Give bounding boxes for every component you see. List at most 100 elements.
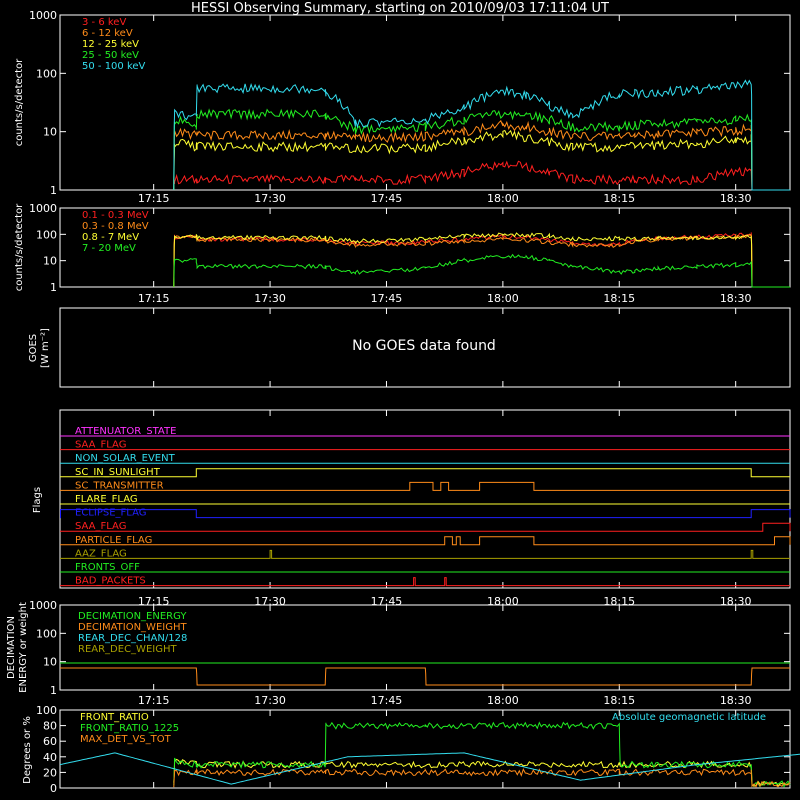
flag-label: ECLIPSE_FLAG bbox=[75, 508, 146, 519]
hxr-ytick-label: 100 bbox=[36, 67, 57, 80]
hxr-xtick-label: 17:15 bbox=[138, 192, 170, 205]
hxr-ytick-label: 1000 bbox=[29, 9, 57, 22]
gamma-xtick-label: 18:15 bbox=[603, 292, 635, 305]
ratio-legend-item: FRONT_RATIO bbox=[80, 712, 149, 723]
hxr-xtick-label: 18:30 bbox=[720, 192, 752, 205]
ratio-ytick-label: 40 bbox=[43, 751, 57, 764]
ratio-ylabel: Degrees or % bbox=[22, 716, 33, 784]
hxr-xtick-label: 18:00 bbox=[487, 192, 519, 205]
decimation-xtick-label: 17:15 bbox=[138, 694, 170, 707]
decimation-ytick-label: 100 bbox=[36, 627, 57, 640]
gamma-legend-item: 7 - 20 MeV bbox=[82, 243, 136, 254]
hxr-series-line bbox=[173, 108, 790, 191]
gamma-legend-item: 0.3 - 0.8 MeV bbox=[82, 221, 149, 232]
decimation-xtick-label: 17:30 bbox=[254, 694, 286, 707]
hxr-legend-item: 3 - 6 keV bbox=[82, 17, 126, 28]
ratio-legend-item: FRONT_RATIO_1225 bbox=[80, 723, 179, 734]
page-title: HESSI Observing Summary, starting on 201… bbox=[191, 1, 609, 16]
flag-line bbox=[60, 522, 791, 532]
decimation-xtick-label: 18:30 bbox=[720, 694, 752, 707]
hxr-series-line bbox=[173, 129, 790, 191]
flag-line bbox=[60, 577, 790, 587]
gamma-plot-frame bbox=[59, 207, 791, 288]
hxr-ytick-label: 10 bbox=[43, 126, 57, 139]
flag-label: SAA_FLAG bbox=[75, 440, 126, 451]
ratio-ytick-label: 0 bbox=[50, 782, 57, 795]
gamma-xtick-label: 18:30 bbox=[720, 292, 752, 305]
flag-label: SC_IN_SUNLIGHT bbox=[75, 467, 161, 478]
gamma-series-line bbox=[173, 232, 790, 288]
decimation-legend-item: REAR_DEC_CHAN/128 bbox=[78, 633, 187, 644]
decimation-ytick-label: 1 bbox=[50, 684, 57, 697]
ratio-right-label: Absolute geomagnetic latitude bbox=[612, 712, 766, 723]
flag-label: ATTENUATOR_STATE bbox=[75, 426, 176, 437]
hxr-ylabel: counts/s/detector bbox=[14, 58, 25, 146]
gamma-xtick-label: 17:30 bbox=[254, 292, 286, 305]
flag-line bbox=[60, 481, 790, 491]
ratio-series-line bbox=[59, 752, 800, 785]
flag-line bbox=[60, 536, 791, 546]
flag-line bbox=[60, 549, 790, 559]
flag-line bbox=[60, 468, 790, 478]
flag-label: PARTICLE_FLAG bbox=[75, 535, 152, 546]
gamma-legend-item: 0.1 - 0.3 MeV bbox=[82, 210, 149, 221]
decimation-ytick-label: 10 bbox=[43, 656, 57, 669]
decimation-xtick-label: 18:00 bbox=[487, 694, 519, 707]
ratio-series-line bbox=[173, 758, 791, 787]
flags-plot-frame bbox=[59, 409, 791, 589]
hxr-legend-item: 12 - 25 keV bbox=[82, 39, 139, 50]
decimation-ytick-label: 1000 bbox=[29, 599, 57, 612]
ratio-ytick-label: 100 bbox=[36, 704, 57, 717]
decimation-plot-frame bbox=[59, 604, 791, 691]
gamma-series-line bbox=[173, 232, 790, 288]
hxr-legend-item: 50 - 100 keV bbox=[82, 61, 146, 72]
hxr-xtick-label: 17:30 bbox=[254, 192, 286, 205]
flags-ylabel: Flags bbox=[32, 487, 43, 513]
hxr-plot-frame bbox=[59, 14, 791, 191]
decimation-series-line bbox=[60, 667, 790, 686]
hxr-series-line bbox=[173, 119, 790, 191]
goes-empty-message: No GOES data found bbox=[352, 338, 496, 354]
ratio-ytick-label: 80 bbox=[43, 720, 57, 733]
decimation-ylabel: DECIMATION bbox=[6, 616, 17, 679]
gamma-series-line bbox=[173, 233, 790, 288]
flag-line bbox=[60, 509, 791, 519]
hxr-xtick-label: 18:15 bbox=[603, 192, 635, 205]
decimation-xtick-label: 18:15 bbox=[603, 694, 635, 707]
flag-label: FRONTS_OFF bbox=[75, 562, 140, 573]
decimation-xtick-label: 17:45 bbox=[371, 694, 403, 707]
ratio-plot-frame bbox=[59, 709, 791, 789]
hxr-legend-item: 25 - 50 keV bbox=[82, 50, 139, 61]
gamma-ylabel: counts/s/detector bbox=[14, 203, 25, 291]
goes-ylabel-units: [W m⁻²] bbox=[40, 328, 51, 368]
ratio-ytick-label: 60 bbox=[43, 735, 57, 748]
ratio-ytick-label: 20 bbox=[43, 766, 57, 779]
decimation-legend-item: DECIMATION_ENERGY bbox=[78, 611, 187, 622]
gamma-xtick-label: 17:45 bbox=[371, 292, 403, 305]
flag-label: SC_TRANSMITTER bbox=[75, 480, 164, 491]
ratio-series-line bbox=[173, 721, 791, 788]
gamma-ytick-label: 1000 bbox=[29, 202, 57, 215]
decimation-legend-item: REAR_DEC_WEIGHT bbox=[78, 644, 177, 655]
decimation-legend-item: DECIMATION_WEIGHT bbox=[78, 622, 187, 633]
flag-label: NON_SOLAR_EVENT bbox=[75, 453, 176, 464]
gamma-ytick-label: 10 bbox=[43, 255, 57, 268]
hxr-series-line bbox=[173, 79, 790, 191]
flag-label: SAA_FLAG bbox=[75, 521, 126, 532]
gamma-xtick-label: 18:00 bbox=[487, 292, 519, 305]
flag-label: AAZ_FLAG bbox=[75, 548, 127, 559]
goes-ylabel: GOES bbox=[28, 334, 39, 362]
decimation-ylabel-2: ENERGY or weight bbox=[18, 602, 29, 693]
hxr-legend-item: 6 - 12 keV bbox=[82, 28, 133, 39]
gamma-ytick-label: 1 bbox=[50, 281, 57, 294]
flag-label: BAD_PACKETS bbox=[75, 576, 146, 587]
flag-label: FLARE_FLAG bbox=[75, 494, 138, 505]
hxr-series-line bbox=[173, 160, 790, 191]
gamma-xtick-label: 17:15 bbox=[138, 292, 170, 305]
ratio-series-line bbox=[173, 767, 791, 788]
gamma-ytick-label: 100 bbox=[36, 228, 57, 241]
hxr-xtick-label: 17:45 bbox=[371, 192, 403, 205]
gamma-legend-item: 0.8 - 7 MeV bbox=[82, 232, 139, 243]
hxr-ytick-label: 1 bbox=[50, 184, 57, 197]
